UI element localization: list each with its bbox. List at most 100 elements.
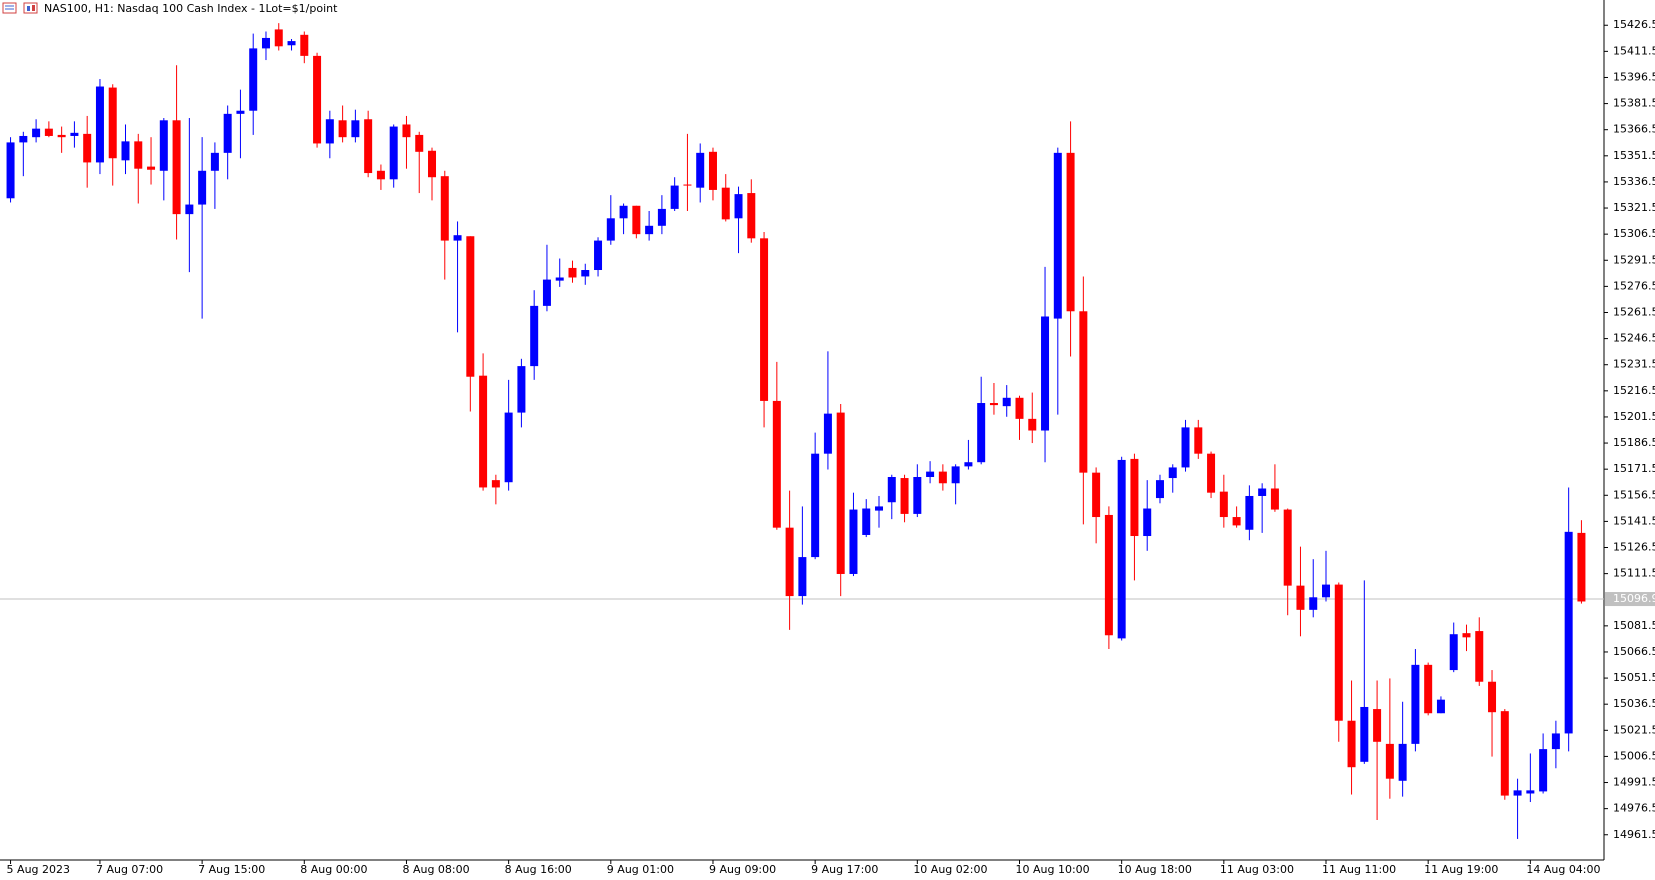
candle-body xyxy=(823,413,832,454)
candle-body xyxy=(389,126,398,180)
candle-body xyxy=(1270,488,1279,510)
candle-body xyxy=(683,184,692,186)
candle-body xyxy=(1424,664,1433,714)
candle-body xyxy=(1500,711,1509,796)
x-tick-label: 10 Aug 10:00 xyxy=(1015,863,1089,876)
y-tick-label: 15051.5 xyxy=(1613,671,1655,684)
candle-body xyxy=(836,412,845,574)
candle-body xyxy=(811,453,820,558)
candle-body xyxy=(1385,743,1394,779)
candle-body xyxy=(1028,418,1037,431)
y-tick-label: 14976.5 xyxy=(1613,802,1655,815)
candle-body xyxy=(376,170,385,180)
candle-body xyxy=(798,557,807,597)
candle-body xyxy=(1449,634,1458,671)
y-tick-label: 15126.5 xyxy=(1613,541,1655,554)
candle-body xyxy=(1245,495,1254,530)
candle-body xyxy=(70,132,79,136)
candle-body xyxy=(1322,584,1331,598)
candle-body xyxy=(1053,152,1062,319)
candle-body xyxy=(1347,720,1356,768)
candle-body xyxy=(1564,531,1573,734)
candle-body xyxy=(926,471,935,478)
candle-body xyxy=(1462,633,1471,638)
candle-body xyxy=(95,86,104,163)
candle-body xyxy=(57,134,66,138)
candle-body xyxy=(989,403,998,406)
candle-body xyxy=(325,119,334,144)
candle-body xyxy=(1513,790,1522,796)
y-tick-label: 15246.5 xyxy=(1613,332,1655,345)
candle-body xyxy=(44,128,53,136)
candle-body xyxy=(1143,508,1152,537)
y-tick-label: 15321.5 xyxy=(1613,201,1655,214)
current-price-label: 15096.9 xyxy=(1613,592,1655,605)
candle-body xyxy=(772,400,781,528)
y-tick-label: 15066.5 xyxy=(1613,645,1655,658)
x-tick-label: 11 Aug 19:00 xyxy=(1424,863,1498,876)
y-tick-label: 15366.5 xyxy=(1613,123,1655,136)
y-tick-label: 15156.5 xyxy=(1613,488,1655,501)
y-tick-label: 15291.5 xyxy=(1613,253,1655,266)
x-tick-label: 9 Aug 17:00 xyxy=(811,863,878,876)
candle-body xyxy=(1309,597,1318,610)
candle-body xyxy=(1296,585,1305,610)
candle-body xyxy=(313,55,322,144)
y-tick-label: 15276.5 xyxy=(1613,279,1655,292)
candle-body xyxy=(415,134,424,152)
candle-body xyxy=(1104,514,1113,636)
candle-body xyxy=(440,176,449,241)
candle-body xyxy=(1577,532,1586,602)
candle-body xyxy=(900,478,909,514)
candle-body xyxy=(223,113,232,153)
candle-body xyxy=(964,462,973,467)
candle-body xyxy=(466,236,475,377)
candle-body xyxy=(913,477,922,514)
candle-body xyxy=(1066,152,1075,312)
candle-body xyxy=(734,194,743,219)
y-tick-label: 15111.5 xyxy=(1613,567,1655,580)
icon-bar xyxy=(27,6,30,11)
candle-body xyxy=(1475,631,1484,682)
candle-body xyxy=(645,225,654,235)
candle-body xyxy=(632,205,641,235)
candle-body xyxy=(568,267,577,278)
candle-body xyxy=(594,240,603,271)
candle-body xyxy=(1079,311,1088,473)
candle-body xyxy=(721,187,730,220)
candle-body xyxy=(555,277,564,281)
current-price-box xyxy=(1605,592,1655,607)
candle-body xyxy=(670,185,679,209)
candle-body xyxy=(862,508,871,535)
x-tick-label: 5 Aug 2023 xyxy=(7,863,70,876)
y-tick-label: 15171.5 xyxy=(1613,462,1655,475)
candle-body xyxy=(402,124,411,138)
candle-body xyxy=(1130,458,1139,537)
x-tick-label: 10 Aug 18:00 xyxy=(1118,863,1192,876)
y-tick-label: 15381.5 xyxy=(1613,97,1655,110)
candle-body xyxy=(1283,509,1292,586)
chart-title: NAS100, H1: Nasdaq 100 Cash Index - 1Lot… xyxy=(44,2,338,15)
menu-icon[interactable] xyxy=(2,2,17,14)
candle-body xyxy=(887,477,896,503)
x-tick-label: 8 Aug 16:00 xyxy=(505,863,572,876)
candle-body xyxy=(1436,699,1445,714)
y-tick-label: 15306.5 xyxy=(1613,227,1655,240)
y-tick-label: 15351.5 xyxy=(1613,149,1655,162)
candle-body xyxy=(530,305,539,367)
candle-body xyxy=(1117,459,1126,639)
candle-body xyxy=(261,37,270,49)
candle-body xyxy=(1258,488,1267,496)
candle-body xyxy=(1360,706,1369,762)
candle-body xyxy=(517,366,526,413)
x-tick-label: 11 Aug 11:00 xyxy=(1322,863,1396,876)
candle-body xyxy=(1526,790,1535,794)
candle-body xyxy=(785,527,794,597)
header-icons xyxy=(2,2,38,14)
candle-body xyxy=(338,120,347,138)
y-tick-label: 15201.5 xyxy=(1613,410,1655,423)
y-tick-label: 15006.5 xyxy=(1613,749,1655,762)
chart-icon[interactable] xyxy=(23,2,38,14)
